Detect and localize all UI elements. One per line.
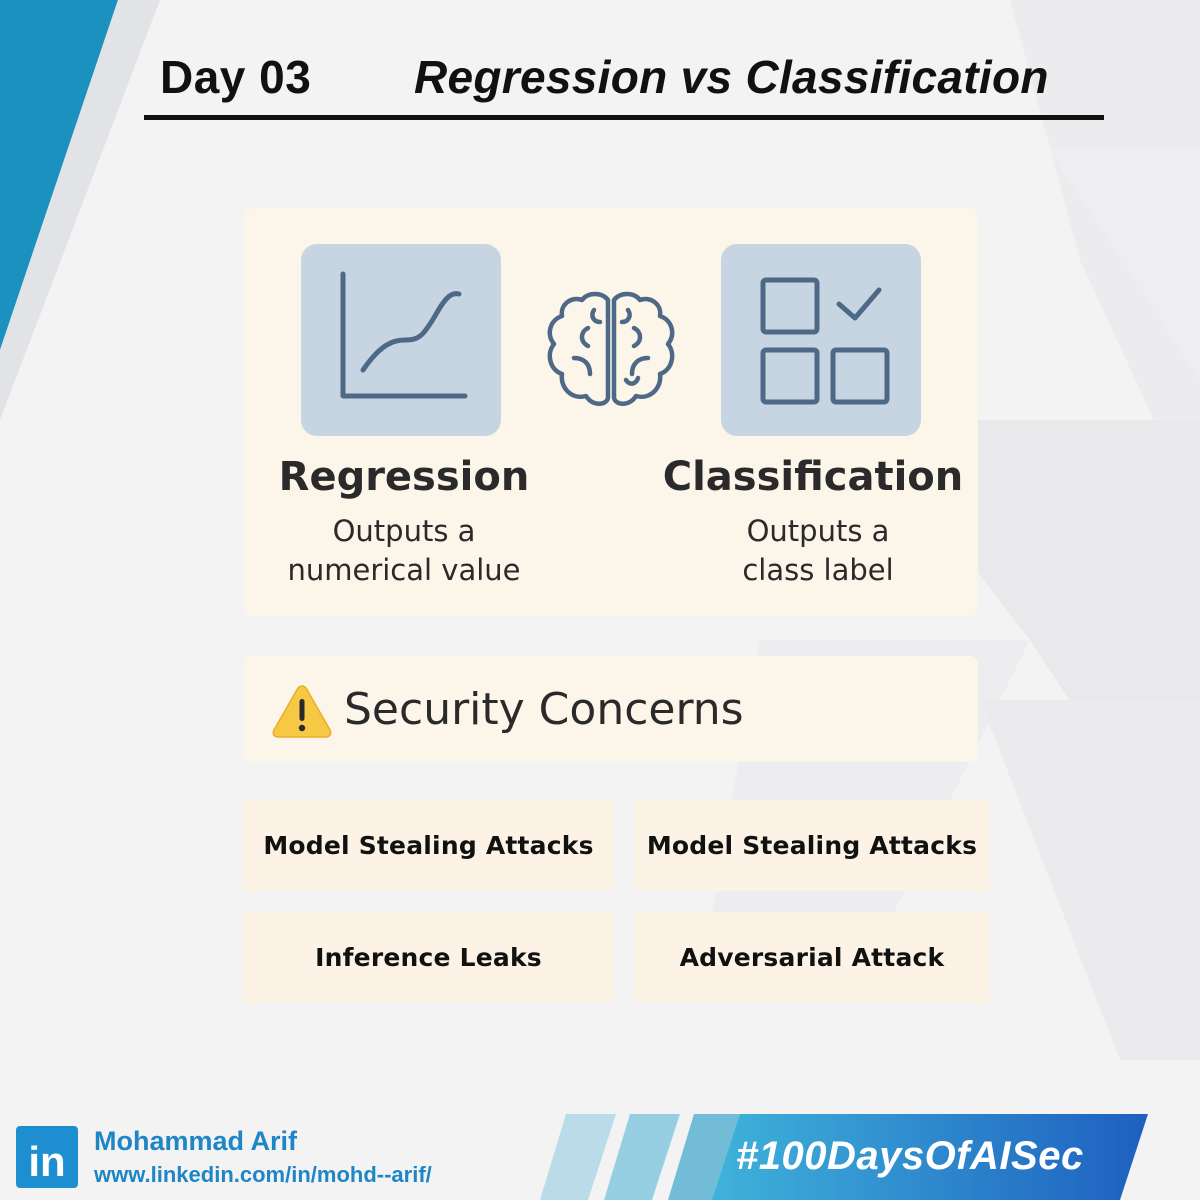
security-item-inference-leaks: Inference Leaks	[243, 912, 614, 1003]
classification-desc-line2: class label	[742, 553, 894, 587]
page-title: Regression vs Classification	[414, 51, 1049, 103]
regression-desc-line1: Outputs a	[332, 514, 476, 548]
grid-checkmark-icon	[760, 277, 890, 405]
security-item-model-stealing-2: Model Stealing Attacks	[634, 800, 990, 891]
line-chart-icon	[340, 271, 468, 399]
security-banner	[244, 656, 978, 762]
classification-desc-line1: Outputs a	[746, 514, 890, 548]
security-title: Security Concerns	[344, 684, 744, 735]
linkedin-icon[interactable]: in	[16, 1126, 78, 1188]
regression-tile	[301, 244, 501, 436]
regression-desc-line2: numerical value	[287, 553, 521, 587]
classification-title: Classification	[662, 454, 964, 500]
brain-icon	[547, 291, 675, 406]
day-label: Day 03	[160, 51, 312, 103]
title-underline	[144, 115, 1104, 120]
hashtag-banner	[540, 1114, 1148, 1200]
security-item-adversarial-attack: Adversarial Attack	[634, 912, 990, 1003]
warning-icon	[272, 685, 332, 738]
profile-link[interactable]: www.linkedin.com/in/mohd--arif/	[94, 1162, 432, 1187]
hashtag-label: #100DaysOfAISec	[736, 1134, 1084, 1178]
author-name: Mohammad Arif	[94, 1126, 298, 1156]
classification-tile	[721, 244, 921, 436]
security-item-model-stealing-1: Model Stealing Attacks	[243, 800, 614, 891]
regression-title: Regression	[278, 454, 530, 500]
